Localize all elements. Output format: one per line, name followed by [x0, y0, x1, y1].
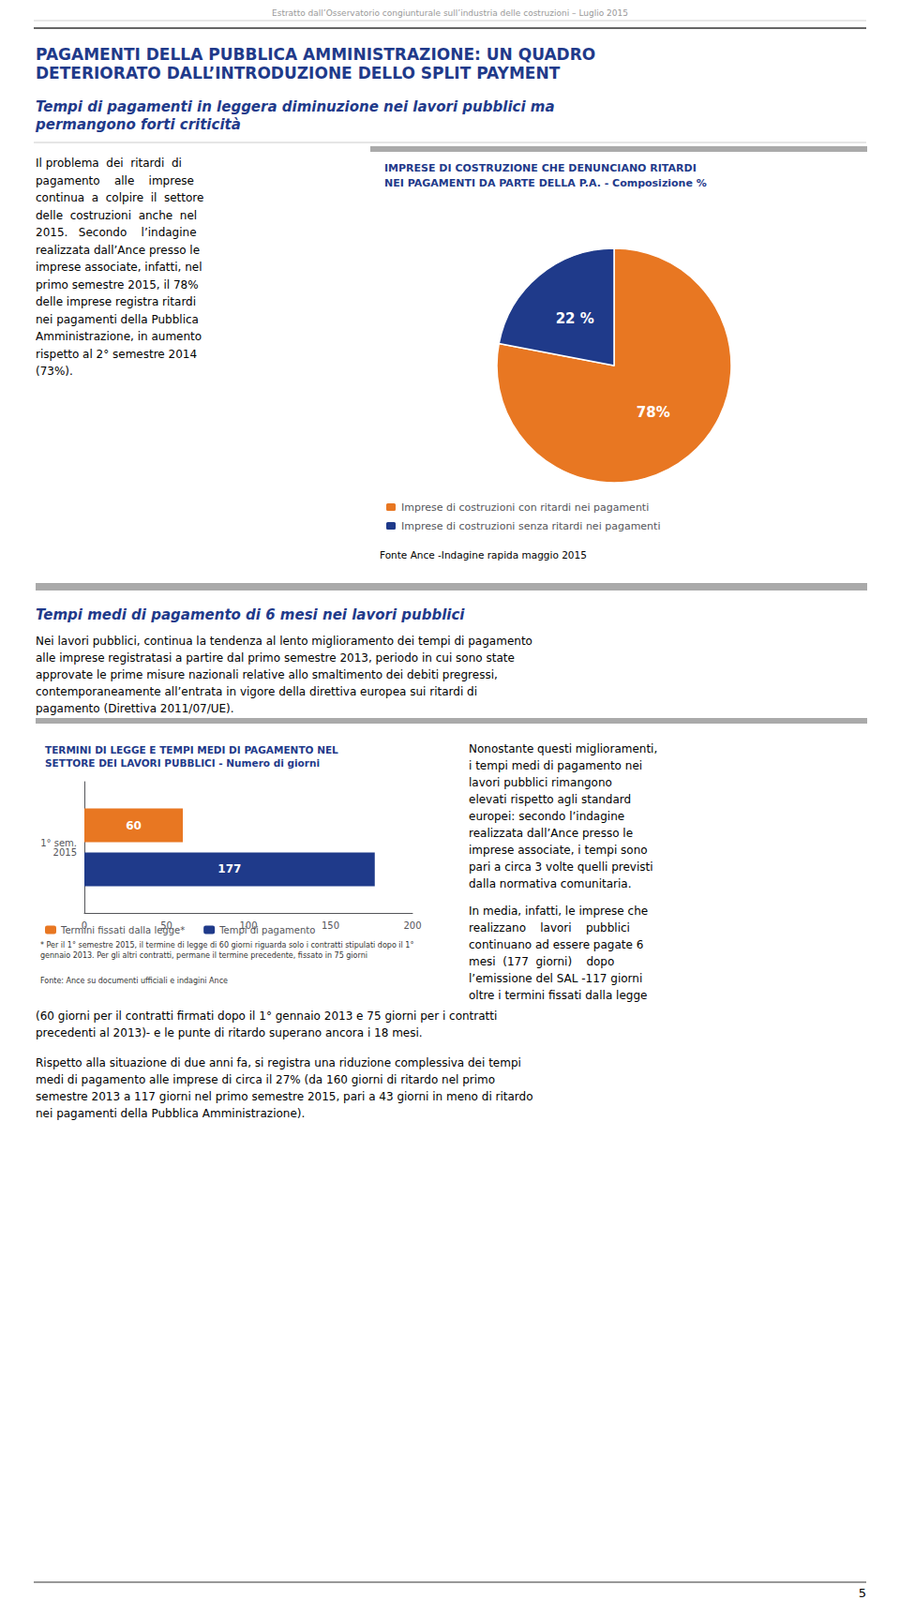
svg-text:realizzata dall’Ance presso le: realizzata dall’Ance presso le — [35, 243, 200, 257]
svg-text:nei pagamenti della Pubblica: nei pagamenti della Pubblica — [35, 313, 199, 327]
svg-text:Tempi di pagamento: Tempi di pagamento — [218, 925, 315, 936]
svg-text:IMPRESE DI COSTRUZIONE CHE DEN: IMPRESE DI COSTRUZIONE CHE DENUNCIANO RI… — [384, 162, 697, 175]
svg-text:i tempi medi di pagamento nei: i tempi medi di pagamento nei — [468, 759, 643, 773]
svg-text:(60 giorni per il contratti fi: (60 giorni per il contratti firmati dopo… — [35, 1009, 497, 1023]
svg-text:Estratto dall’Osservatorio con: Estratto dall’Osservatorio congiunturale… — [271, 8, 629, 18]
svg-text:Termini fissati dalla legge*: Termini fissati dalla legge* — [60, 925, 185, 936]
svg-text:5: 5 — [858, 1586, 867, 1600]
svg-text:lavori pubblici rimangono: lavori pubblici rimangono — [468, 776, 613, 790]
svg-text:semestre 2013 a 117 giorni nel: semestre 2013 a 117 giorni nel primo sem… — [35, 1090, 534, 1104]
svg-text:Nonostante questi migliorament: Nonostante questi miglioramenti, — [468, 742, 658, 756]
svg-text:delle costruzioni anche nel: delle costruzioni anche nel — [35, 209, 197, 223]
svg-text:PAGAMENTI DELLA PUBBLICA AMMIN: PAGAMENTI DELLA PUBBLICA AMMINISTRAZIONE… — [35, 45, 596, 64]
svg-text:realizzata dall’Ance presso le: realizzata dall’Ance presso le — [468, 826, 633, 840]
svg-text:Amministrazione, in aumento: Amministrazione, in aumento — [35, 330, 202, 344]
svg-text:realizzano lavori pubbli: realizzano lavori pubblici — [468, 921, 630, 935]
svg-text:approvate le prime misure nazi: approvate le prime misure nazionali rela… — [35, 668, 498, 682]
svg-text:mesi (177 giorni) dopo: mesi (177 giorni) dopo — [468, 955, 615, 969]
svg-text:(73%).: (73%). — [35, 364, 74, 378]
svg-text:In media, infatti, le imprese: In media, infatti, le imprese che — [468, 904, 648, 918]
svg-text:200: 200 — [403, 920, 421, 931]
svg-text:177: 177 — [217, 862, 241, 876]
svg-text:22 %: 22 % — [555, 310, 595, 328]
svg-text:pagamento alle imprese: pagamento alle imprese — [35, 174, 195, 188]
svg-text:Fonte Ance -Indagine rapida ma: Fonte Ance -Indagine rapida maggio 2015 — [379, 549, 587, 561]
svg-text:Fonte: Ance su documenti uffic: Fonte: Ance su documenti ufficiali e ind… — [40, 976, 228, 986]
svg-text:delle imprese registra ritardi: delle imprese registra ritardi — [35, 295, 196, 309]
svg-text:gennaio 2013. Per gli altri co: gennaio 2013. Per gli altri contratti, p… — [40, 951, 368, 960]
svg-text:permangono forti criticità: permangono forti criticità — [34, 116, 241, 134]
svg-text:150: 150 — [321, 920, 340, 931]
svg-text:medi di pagamento alle imprese: medi di pagamento alle imprese di circa … — [35, 1073, 495, 1087]
svg-text:alle imprese registratasi a pa: alle imprese registratasi a partire dal … — [35, 651, 515, 665]
svg-text:NEI PAGAMENTI DA PARTE DELLA P: NEI PAGAMENTI DA PARTE DELLA P.A. - Comp… — [384, 177, 707, 190]
svg-text:continua a colpire il sett: continua a colpire il settore — [35, 191, 204, 205]
svg-text:pagamento (Direttiva 2011/07/U: pagamento (Direttiva 2011/07/UE). — [35, 702, 235, 716]
svg-text:2015. Secondo l’indagine: 2015. Secondo l’indagine — [35, 225, 197, 240]
svg-text:elevati rispetto agli standard: elevati rispetto agli standard — [468, 793, 631, 807]
svg-text:Rispetto alla situazione di du: Rispetto alla situazione di due anni fa,… — [35, 1056, 522, 1070]
svg-text:precedenti al 2013)- e le punt: precedenti al 2013)- e le punte di ritar… — [35, 1026, 423, 1040]
svg-text:nei pagamenti della Pubblica A: nei pagamenti della Pubblica Amministraz… — [35, 1107, 305, 1121]
svg-text:1° sem.: 1° sem. — [40, 837, 77, 848]
svg-text:l’emissione del SAL -117 giorn: l’emissione del SAL -117 giorni — [468, 972, 643, 986]
svg-text:dalla normativa comunitaria.: dalla normativa comunitaria. — [468, 877, 632, 891]
svg-text:Nei lavori pubblici, continua: Nei lavori pubblici, continua la tendenz… — [35, 634, 533, 648]
svg-text:TERMINI DI LEGGE E TEMPI MEDI: TERMINI DI LEGGE E TEMPI MEDI DI PAGAMEN… — [45, 744, 339, 756]
svg-text:Il problema dei ritardi di: Il problema dei ritardi di — [35, 156, 182, 170]
svg-text:imprese associate, infatti, ne: imprese associate, infatti, nel — [35, 260, 203, 274]
svg-text:Imprese di costruzioni senza r: Imprese di costruzioni senza ritardi nei… — [401, 520, 660, 533]
svg-text:rispetto al 2° semestre 2014: rispetto al 2° semestre 2014 — [35, 347, 197, 361]
svg-text:contemporaneamente all’entrata: contemporaneamente all’entrata in vigore… — [35, 685, 478, 699]
svg-text:continuano ad essere pagate 6: continuano ad essere pagate 6 — [468, 938, 644, 952]
svg-text:SETTORE DEI LAVORI PUBBLICI -: SETTORE DEI LAVORI PUBBLICI - Numero di … — [45, 757, 320, 769]
svg-text:78%: 78% — [636, 404, 671, 421]
svg-text:* Per il 1° semestre 2015, il: * Per il 1° semestre 2015, il termine di… — [40, 941, 417, 950]
svg-text:primo semestre 2015, il 78%: primo semestre 2015, il 78% — [35, 278, 199, 292]
svg-text:Imprese di costruzioni con rit: Imprese di costruzioni con ritardi nei p… — [401, 501, 649, 514]
svg-text:Tempi di pagamenti in leggera: Tempi di pagamenti in leggera diminuzion… — [35, 98, 555, 116]
svg-text:2015: 2015 — [53, 847, 77, 858]
svg-text:Tempi medi di pagamento di 6 m: Tempi medi di pagamento di 6 mesi nei la… — [35, 606, 465, 624]
svg-text:60: 60 — [125, 819, 142, 833]
svg-text:imprese associate, i tempi son: imprese associate, i tempi sono — [468, 843, 648, 857]
svg-text:europei: secondo l’indagine: europei: secondo l’indagine — [468, 810, 625, 824]
svg-text:pari a circa 3 volte quelli pr: pari a circa 3 volte quelli previsti — [468, 860, 654, 874]
svg-text:oltre i termini fissati dalla: oltre i termini fissati dalla legge — [468, 989, 647, 1003]
svg-text:DETERIORATO DALL’INTRODUZIONE: DETERIORATO DALL’INTRODUZIONE DELLO SPLI… — [35, 63, 561, 83]
